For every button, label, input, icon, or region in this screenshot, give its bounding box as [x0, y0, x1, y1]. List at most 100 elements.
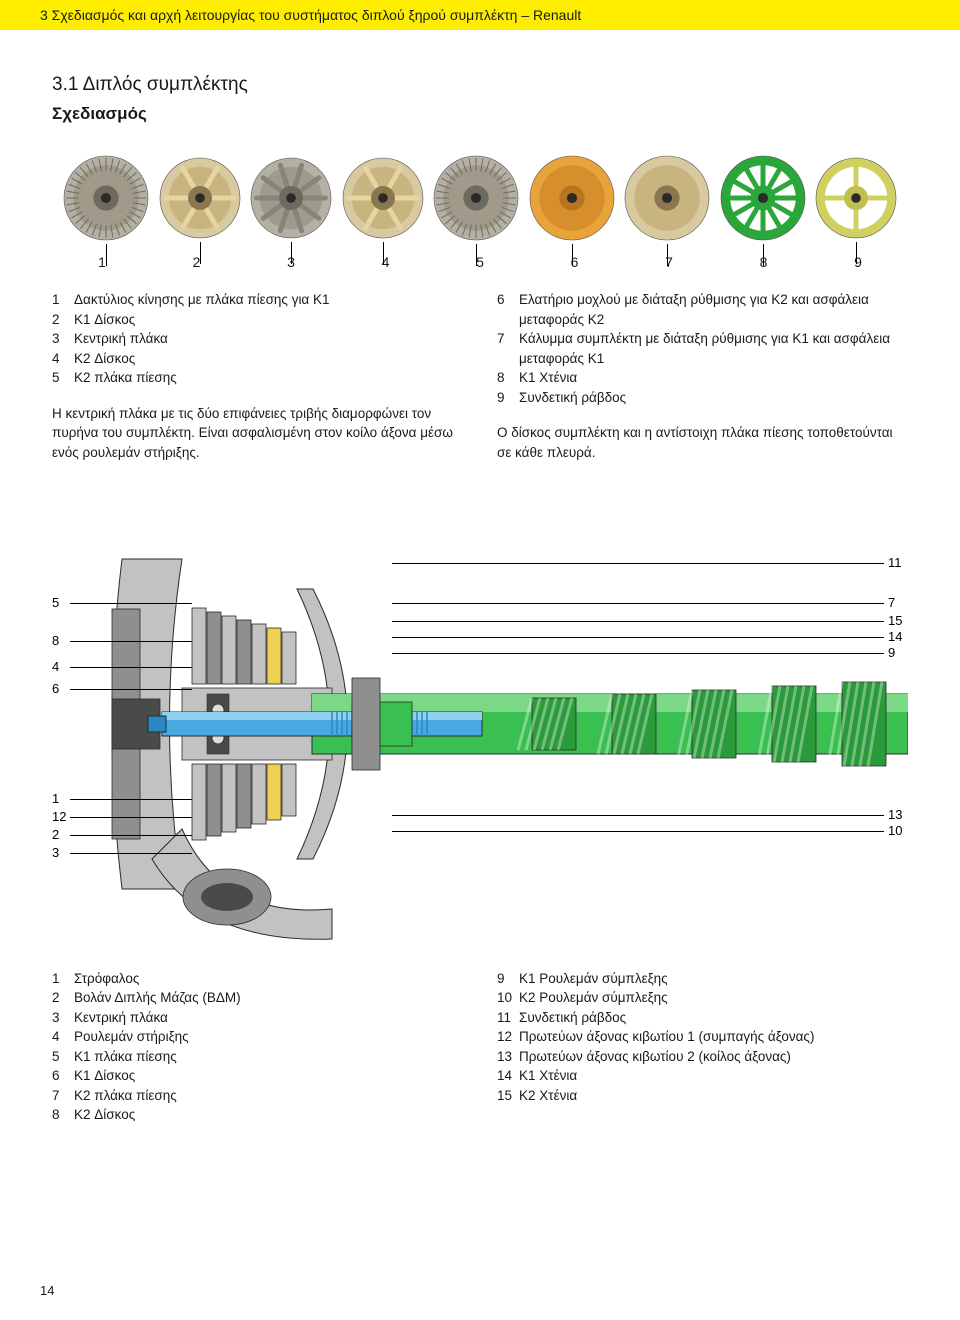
legend-item: 7Κάλυμμα συμπλέκτη με διάταξη ρύθμισης γ…: [497, 329, 908, 368]
legend-number: 9: [497, 969, 519, 989]
diagram-callout: 12: [52, 809, 66, 824]
diagram-callout: 7: [888, 595, 895, 610]
legend-item: 3Κεντρική πλάκα: [52, 1008, 463, 1028]
page-content: 3.1 Διπλός συμπλέκτης Σχεδιασμός: [0, 30, 960, 1145]
legend-number: 3: [52, 329, 74, 349]
legend-item: 8K1 Χτένια: [497, 368, 908, 388]
diagram-callout-line: [392, 603, 884, 604]
clutch-disc: [528, 154, 616, 242]
diagram-callout-line: [70, 641, 192, 642]
legend-text: K1 Χτένια: [519, 368, 577, 388]
diagram-callout-line: [70, 853, 192, 854]
section-title: 3.1 Διπλός συμπλέκτης: [52, 74, 908, 96]
legend-text: K2 Δίσκος: [74, 1105, 135, 1125]
legend-item: 3Κεντρική πλάκα: [52, 329, 463, 349]
paragraph-right: Ο δίσκος συμπλέκτη και η αντίστοιχη πλάκ…: [497, 423, 908, 462]
legend-number: 4: [52, 1027, 74, 1047]
legend-number: 5: [52, 368, 74, 388]
legend-number: 13: [497, 1047, 519, 1067]
legend-item: 6K1 Δίσκος: [52, 1066, 463, 1086]
legend-number: 12: [497, 1027, 519, 1047]
legend-number: 9: [497, 388, 519, 408]
legend-number: 8: [497, 368, 519, 388]
legend-text: Κεντρική πλάκα: [74, 329, 168, 349]
diagram-callout: 3: [52, 845, 59, 860]
diagram-callout-line: [392, 621, 884, 622]
legend-number: 8: [52, 1105, 74, 1125]
legend-item: 4K2 Δίσκος: [52, 349, 463, 369]
exploded-number: 8: [724, 254, 804, 270]
cross-section-diagram: 584611223117151491310: [52, 499, 908, 949]
legend2-right-col: 9K1 Ρουλεμάν σύμπλεξης10K2 Ρουλεμάν σύμπ…: [497, 969, 908, 1126]
diagram-callout: 2: [52, 827, 59, 842]
diagram-callout: 15: [888, 613, 902, 628]
legend-number: 10: [497, 988, 519, 1008]
legend-item: 10K2 Ρουλεμάν σύμπλεξης: [497, 988, 908, 1008]
legend-text: K2 πλάκα πίεσης: [74, 368, 177, 388]
clutch-disc: [719, 154, 807, 242]
legend-item: 5K1 πλάκα πίεσης: [52, 1047, 463, 1067]
legend-item: 2Βολάν Διπλής Μάζας (ΒΔΜ): [52, 988, 463, 1008]
legend-item: 5K2 πλάκα πίεσης: [52, 368, 463, 388]
legend-item: 6Ελατήριο μοχλού με διάταξη ρύθμισης για…: [497, 290, 908, 329]
diagram-callout: 6: [52, 681, 59, 696]
diagram-callout: 13: [888, 807, 902, 822]
diagram-callout: 10: [888, 823, 902, 838]
clutch-disc: [341, 156, 425, 240]
legend-text: K1 Χτένια: [519, 1066, 577, 1086]
legend-item: 11Συνδετική ράβδος: [497, 1008, 908, 1028]
legend-text: K1 Δίσκος: [74, 1066, 135, 1086]
legend-text: Βολάν Διπλής Μάζας (ΒΔΜ): [74, 988, 241, 1008]
legend-text: Ρουλεμάν στήριξης: [74, 1027, 189, 1047]
diagram-callout-line: [70, 603, 192, 604]
legend-number: 5: [52, 1047, 74, 1067]
diagram-callout-line: [70, 817, 192, 818]
legend-number: 7: [52, 1086, 74, 1106]
exploded-number: 2: [157, 254, 237, 270]
diagram-callout: 9: [888, 645, 895, 660]
page-header: 3 Σχεδιασμός και αρχή λειτουργίας του συ…: [0, 0, 960, 30]
legend-number: 6: [497, 290, 519, 329]
legend-item: 2K1 Δίσκος: [52, 310, 463, 330]
diagram-callout-line: [392, 831, 884, 832]
diagram-callout: 14: [888, 629, 902, 644]
legend-text: Στρόφαλος: [74, 969, 139, 989]
diagram-callout: 5: [52, 595, 59, 610]
diagram-callout-line: [70, 799, 192, 800]
legend-item: 1Στρόφαλος: [52, 969, 463, 989]
legend-item: 13Πρωτεύων άξονας κιβωτίου 2 (κοίλος άξο…: [497, 1047, 908, 1067]
legend-text: Κεντρική πλάκα: [74, 1008, 168, 1028]
paragraph-left: Η κεντρική πλάκα με τις δύο επιφάνειες τ…: [52, 404, 463, 463]
diagram-callout-line: [392, 563, 884, 564]
legend-item: 9K1 Ρουλεμάν σύμπλεξης: [497, 969, 908, 989]
exploded-number: 7: [629, 254, 709, 270]
legend-text: K1 Ρουλεμάν σύμπλεξης: [519, 969, 668, 989]
legend-item: 7K2 πλάκα πίεσης: [52, 1086, 463, 1106]
legend-item: 15K2 Χτένια: [497, 1086, 908, 1106]
clutch-disc: [158, 156, 242, 240]
legend-text: K1 Δίσκος: [74, 310, 135, 330]
exploded-number: 9: [818, 254, 898, 270]
legend-number: 7: [497, 329, 519, 368]
subsection-title: Σχεδιασμός: [52, 104, 908, 124]
legend-text: Ελατήριο μοχλού με διάταξη ρύθμισης για …: [519, 290, 908, 329]
diagram-callout-line: [392, 653, 884, 654]
legend-number: 15: [497, 1086, 519, 1106]
legend-number: 3: [52, 1008, 74, 1028]
legend-text: K2 Χτένια: [519, 1086, 577, 1106]
legend-text: Πρωτεύων άξονας κιβωτίου 1 (συμπαγής άξο…: [519, 1027, 814, 1047]
legend-left-col: 1Δακτύλιος κίνησης με πλάκα πίεσης για K…: [52, 290, 463, 463]
diagram-callout: 1: [52, 791, 59, 806]
legend-text: Πρωτεύων άξονας κιβωτίου 2 (κοίλος άξονα…: [519, 1047, 791, 1067]
legend-number: 6: [52, 1066, 74, 1086]
diagram-callout-line: [70, 835, 192, 836]
legend2-left-col: 1Στρόφαλος2Βολάν Διπλής Μάζας (ΒΔΜ)3Κεντ…: [52, 969, 463, 1126]
legend-number: 1: [52, 290, 74, 310]
diagram-callout: 11: [888, 555, 902, 570]
legend-number: 11: [497, 1008, 519, 1028]
exploded-number: 5: [440, 254, 520, 270]
diagram-callout: 8: [52, 633, 59, 648]
legend-item: 12Πρωτεύων άξονας κιβωτίου 1 (συμπαγής ά…: [497, 1027, 908, 1047]
header-text: 3 Σχεδιασμός και αρχή λειτουργίας του συ…: [40, 7, 581, 23]
legend-number: 2: [52, 988, 74, 1008]
